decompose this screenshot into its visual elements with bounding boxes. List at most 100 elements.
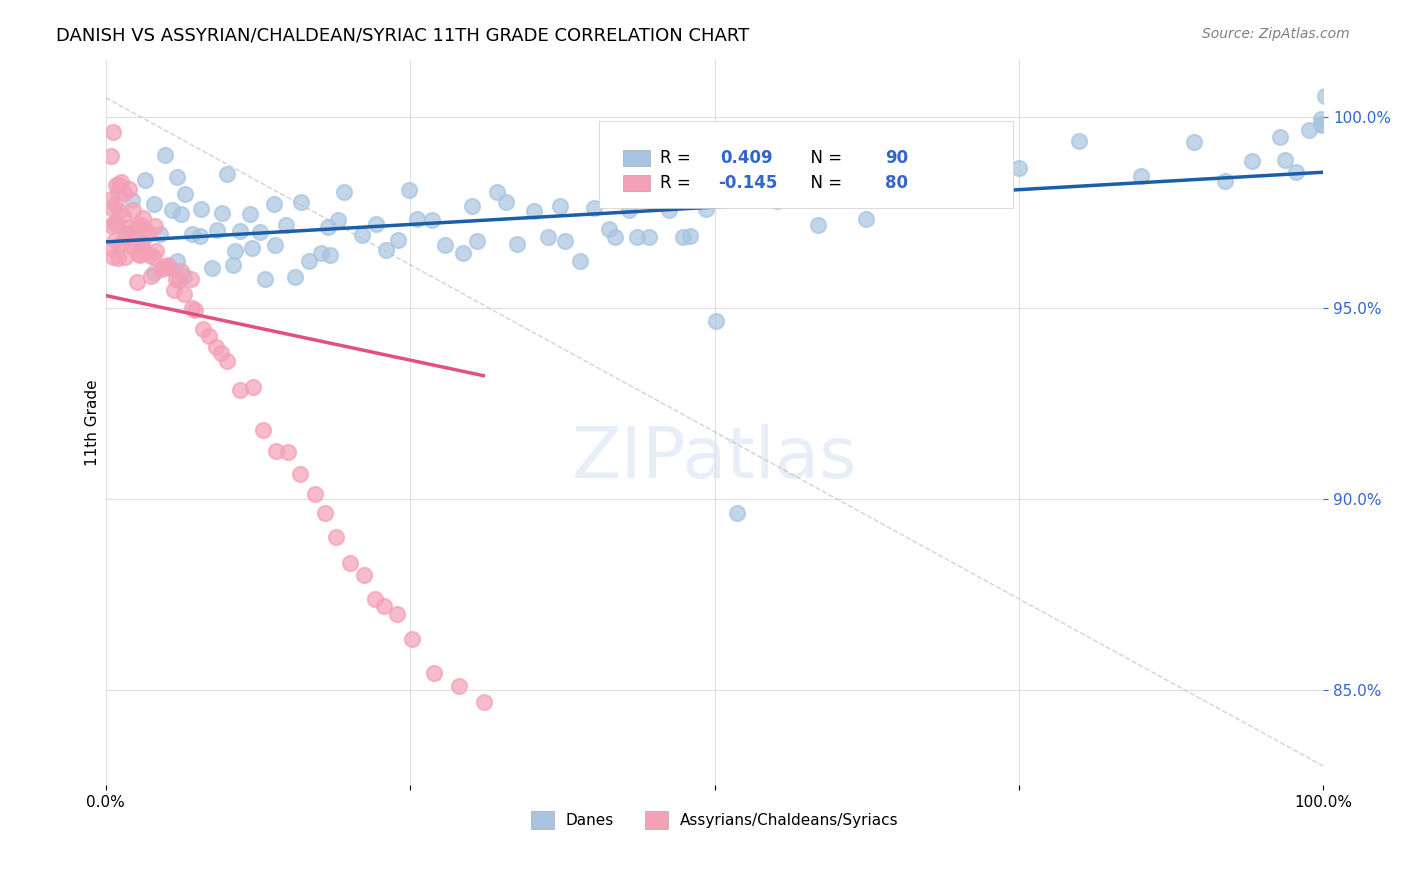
- Point: [107, 251, 129, 265]
- Point: [173, 268, 195, 283]
- Point: [118, 226, 141, 240]
- Y-axis label: 11th Grade: 11th Grade: [86, 379, 100, 466]
- Point: [1285, 165, 1308, 179]
- Point: [110, 175, 132, 189]
- Point: [157, 259, 180, 273]
- Point: [142, 266, 165, 280]
- Point: [118, 182, 141, 196]
- Point: [105, 217, 128, 231]
- Point: [406, 212, 429, 227]
- Point: [222, 258, 245, 272]
- Point: [704, 314, 727, 328]
- Point: [240, 241, 263, 255]
- Point: [506, 236, 529, 251]
- Point: [950, 183, 973, 197]
- Point: [217, 353, 239, 368]
- Point: [120, 226, 142, 240]
- Point: [1310, 118, 1333, 132]
- Text: R =: R =: [659, 174, 696, 192]
- Point: [239, 207, 262, 221]
- Point: [120, 239, 142, 253]
- Point: [229, 224, 252, 238]
- Text: 80: 80: [884, 174, 908, 192]
- Point: [598, 222, 620, 236]
- Point: [353, 567, 375, 582]
- Point: [131, 236, 153, 251]
- Point: [115, 227, 138, 242]
- Point: [264, 443, 287, 458]
- FancyBboxPatch shape: [623, 150, 650, 166]
- Point: [166, 254, 188, 268]
- Point: [125, 219, 148, 233]
- Point: [159, 260, 181, 275]
- Point: [108, 203, 131, 218]
- Point: [554, 234, 576, 248]
- Point: [104, 178, 127, 192]
- Point: [165, 272, 187, 286]
- Point: [422, 665, 444, 680]
- Point: [366, 217, 388, 231]
- Point: [190, 202, 212, 217]
- Point: [166, 170, 188, 185]
- Point: [679, 229, 702, 244]
- Point: [118, 220, 141, 235]
- FancyBboxPatch shape: [623, 175, 650, 191]
- Point: [107, 185, 129, 199]
- Point: [672, 230, 695, 244]
- Point: [211, 206, 233, 220]
- Point: [304, 487, 326, 501]
- Point: [876, 141, 898, 155]
- Point: [167, 273, 190, 287]
- Point: [141, 268, 163, 283]
- Point: [638, 230, 661, 244]
- Point: [150, 261, 173, 276]
- Point: [224, 244, 246, 258]
- Point: [658, 203, 681, 218]
- Point: [110, 236, 132, 251]
- Text: R =: R =: [659, 149, 696, 167]
- Point: [101, 242, 124, 256]
- Point: [1309, 117, 1331, 131]
- Point: [373, 599, 395, 613]
- Point: [111, 208, 134, 222]
- Point: [765, 194, 787, 208]
- Point: [825, 158, 848, 172]
- Point: [277, 444, 299, 458]
- Point: [309, 246, 332, 260]
- Text: N =: N =: [800, 149, 848, 167]
- Point: [173, 187, 195, 202]
- Text: 90: 90: [884, 149, 908, 167]
- Point: [142, 197, 165, 211]
- Point: [101, 250, 124, 264]
- Point: [1130, 169, 1153, 183]
- Point: [1182, 135, 1205, 149]
- Point: [326, 213, 349, 227]
- Point: [284, 269, 307, 284]
- Point: [193, 322, 215, 336]
- Point: [316, 219, 339, 234]
- Point: [420, 212, 443, 227]
- Point: [1268, 129, 1291, 144]
- Point: [162, 203, 184, 218]
- Point: [1213, 174, 1236, 188]
- Point: [451, 246, 474, 260]
- Point: [149, 227, 172, 241]
- Point: [101, 202, 124, 216]
- Point: [112, 186, 135, 200]
- Point: [465, 234, 488, 248]
- Point: [134, 172, 156, 186]
- Point: [288, 467, 311, 481]
- Point: [548, 199, 571, 213]
- Point: [364, 592, 387, 607]
- Point: [333, 186, 356, 200]
- Point: [173, 287, 195, 301]
- Point: [229, 384, 252, 398]
- Point: [242, 380, 264, 394]
- Point: [108, 178, 131, 193]
- Point: [197, 329, 219, 343]
- Point: [398, 183, 420, 197]
- FancyBboxPatch shape: [599, 121, 1012, 209]
- Legend: Danes, Assyrians/Chaldeans/Syriacs: Danes, Assyrians/Chaldeans/Syriacs: [524, 805, 904, 836]
- Point: [145, 219, 167, 233]
- Point: [264, 237, 287, 252]
